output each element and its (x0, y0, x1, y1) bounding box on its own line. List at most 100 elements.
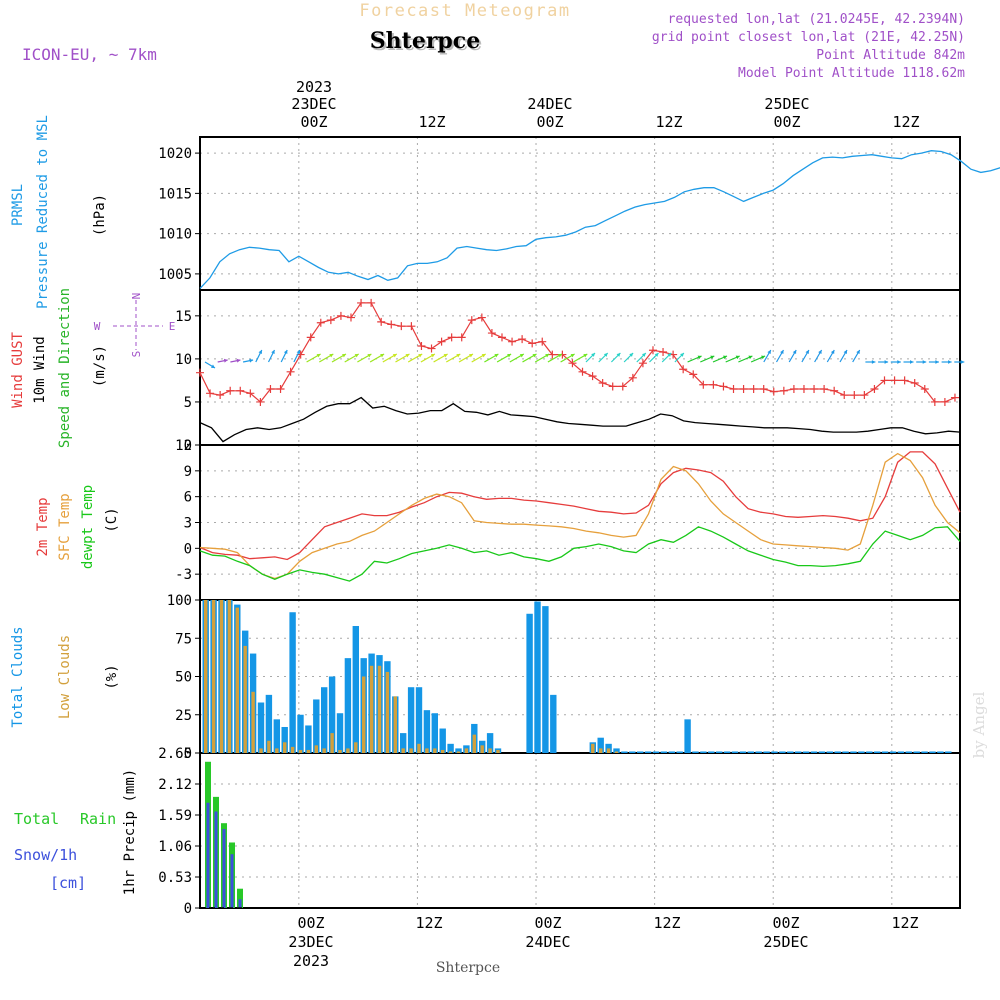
wind-arrow-head (603, 353, 608, 357)
top-hour-label: 12Z (892, 113, 919, 131)
wind-arrow-head (856, 350, 860, 354)
total-cloud-bar (676, 751, 683, 753)
top-hour-label: 12Z (655, 113, 682, 131)
total-cloud-bar (874, 751, 881, 753)
total-cloud-bar (644, 751, 652, 753)
y-tick-label: 2.65 (158, 746, 192, 762)
gust-marker (950, 393, 959, 402)
wind-arrow-head (223, 358, 228, 363)
gust-marker (860, 391, 869, 400)
total-cloud-bar (755, 751, 762, 753)
gust-marker (206, 389, 215, 398)
gust-marker (870, 385, 879, 394)
wind-arrow-head (418, 354, 423, 358)
low-cloud-bar (251, 691, 255, 753)
low-cloud-bar (433, 748, 437, 753)
total-clouds-label: Total Clouds (10, 626, 26, 727)
prmsl-line (199, 150, 1000, 289)
low-cloud-bar (464, 748, 469, 753)
total-cloud-bar (313, 699, 320, 753)
total-cloud-bar (652, 751, 660, 753)
gust-marker (196, 368, 204, 377)
y-tick-label: 0 (184, 746, 192, 762)
low-cloud-bar (441, 749, 445, 753)
total-cloud-bar (684, 719, 691, 753)
total-cloud-bar (716, 751, 723, 753)
footer-location: Shterpce (436, 960, 500, 976)
y-tick-label: 0 (184, 438, 192, 454)
y-tick-label: 1.59 (158, 808, 192, 824)
top-hour-label: 00Z (300, 113, 327, 131)
top-day-label: 24DEC (527, 95, 572, 113)
total-cloud-bar (866, 751, 873, 753)
low-cloud-bar (606, 748, 611, 753)
y-tick-label: 1005 (158, 267, 192, 283)
wind-arrow-head (629, 353, 634, 357)
compass-n: N (130, 293, 143, 300)
low-cloud-bar (472, 734, 476, 753)
bottom-hour-label: 00Z (534, 914, 561, 932)
gust-marker (226, 386, 235, 395)
y-tick-label: 1.06 (158, 839, 192, 855)
low-cloud-bar (211, 600, 216, 753)
compass-s: S (130, 351, 143, 358)
total-cloud-bar (305, 725, 312, 753)
gust-marker (900, 376, 909, 385)
snow-label: Snow/1h (14, 846, 77, 864)
total-cloud-bar (336, 713, 344, 753)
bottom-day-label: 24DEC (525, 933, 570, 951)
gust-line (199, 302, 956, 403)
wind-label: 10m Wind (32, 336, 48, 403)
total-cloud-bar (795, 751, 802, 753)
y-tick-label: 2.12 (158, 777, 192, 793)
total-cloud-bar (818, 751, 826, 753)
wind-arrow-head (780, 350, 784, 354)
gust-marker (850, 391, 859, 400)
wind-arrow-head (329, 354, 334, 358)
total-cloud-bar (257, 702, 265, 753)
gust-marker (538, 337, 547, 346)
gust-marker (920, 385, 929, 394)
total-cloud-bar (447, 743, 454, 753)
gust-marker (387, 320, 396, 329)
wind-arrow-head (697, 355, 702, 360)
wind-arrow-head (922, 360, 927, 364)
wind-arrow-head (960, 360, 965, 364)
low-cloud-bar (219, 600, 224, 753)
wind-arrow-head (211, 364, 215, 368)
low-cloud-bar (227, 600, 232, 753)
gust-marker (699, 380, 708, 389)
wind-arrow-head (948, 360, 952, 364)
gust-marker (487, 329, 496, 338)
rain-label: Rain (80, 810, 116, 828)
temp2m-label: 2m Temp (35, 497, 51, 556)
gust-marker (759, 385, 768, 394)
wind-arrow-head (654, 353, 659, 357)
wind-arrow-head (481, 354, 486, 358)
gust-marker (266, 385, 275, 394)
gust-marker (306, 333, 315, 342)
y-tick-label: 50 (175, 670, 192, 686)
low-cloud-bar (362, 676, 366, 753)
y-tick-label: 12 (175, 438, 192, 454)
y-tick-label: 0 (184, 541, 192, 557)
gust-marker (407, 322, 416, 331)
bottom-hour-label: 00Z (772, 914, 799, 932)
gust-marker (457, 333, 466, 342)
y-tick-label: 15 (175, 309, 192, 325)
wind-arrow-head (680, 353, 684, 357)
panels-layer: 1005101010151020051015-30369120255075100… (158, 136, 1000, 917)
wind-arrow-head (316, 354, 321, 358)
total-cloud-bar (629, 751, 636, 753)
y-tick-label: 1020 (158, 146, 192, 162)
total-cloud-bar (929, 751, 936, 753)
low-cloud-bar (401, 748, 405, 753)
gust-marker (769, 387, 778, 396)
wind-arrow-head (494, 354, 499, 358)
gust-marker (377, 317, 386, 326)
wind-arrow-head (342, 354, 346, 358)
gust-marker (799, 385, 808, 394)
gust-marker (528, 339, 537, 348)
compass-rose: N W E S (94, 293, 176, 358)
